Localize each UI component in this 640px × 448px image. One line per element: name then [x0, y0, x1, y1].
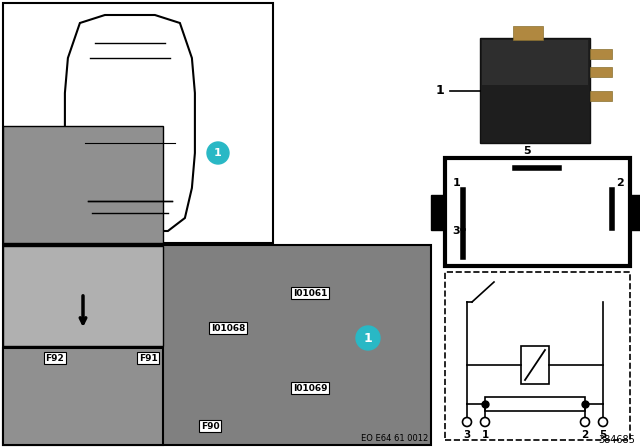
Text: F92: F92 — [45, 353, 65, 362]
Bar — [445, 272, 630, 440]
Text: 3: 3 — [463, 430, 470, 440]
Bar — [431, 195, 445, 230]
Text: F90: F90 — [201, 422, 220, 431]
Text: 5: 5 — [600, 430, 607, 440]
Bar — [521, 346, 549, 384]
Text: 5: 5 — [523, 146, 531, 156]
Circle shape — [463, 418, 472, 426]
Text: 1: 1 — [481, 430, 488, 440]
Circle shape — [356, 326, 380, 350]
Bar — [3, 126, 163, 243]
Circle shape — [481, 418, 490, 426]
Text: I01068: I01068 — [211, 323, 245, 332]
Bar — [3, 348, 163, 445]
Bar — [3, 245, 431, 445]
Text: 3: 3 — [452, 226, 460, 236]
Text: F91: F91 — [139, 353, 157, 362]
Text: 1: 1 — [364, 332, 372, 345]
Text: 1: 1 — [214, 148, 222, 158]
Bar — [590, 67, 612, 77]
Bar — [513, 26, 543, 40]
Text: 1: 1 — [452, 178, 460, 188]
Bar — [482, 40, 588, 85]
Bar — [485, 397, 585, 411]
Circle shape — [207, 142, 229, 164]
Circle shape — [580, 418, 589, 426]
Bar — [630, 195, 640, 230]
Bar — [590, 49, 612, 59]
Text: EO E64 61 0012: EO E64 61 0012 — [361, 434, 428, 443]
Bar — [3, 246, 163, 346]
Bar — [445, 158, 630, 266]
Text: 1: 1 — [435, 84, 444, 97]
Bar — [590, 91, 612, 101]
Polygon shape — [65, 15, 195, 231]
Circle shape — [598, 418, 607, 426]
Text: I01061: I01061 — [293, 289, 327, 297]
Bar — [3, 3, 273, 243]
Text: 2: 2 — [616, 178, 624, 188]
Text: 384685: 384685 — [598, 435, 635, 445]
Text: 2: 2 — [581, 430, 589, 440]
Bar — [480, 38, 590, 143]
Text: I01069: I01069 — [292, 383, 327, 392]
